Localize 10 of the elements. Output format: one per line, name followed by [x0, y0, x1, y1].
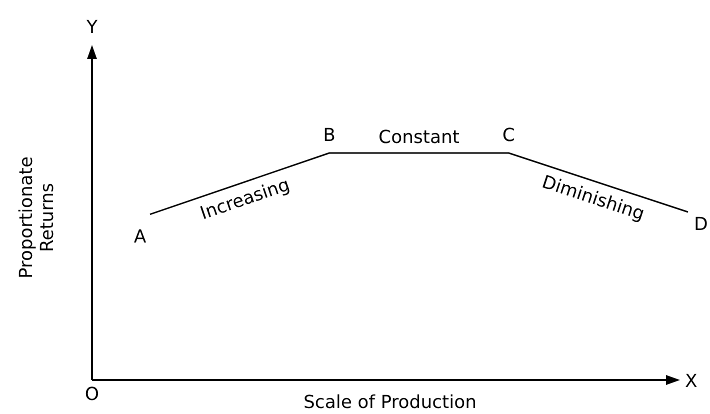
text: O	[84, 384, 100, 405]
text: Y	[86, 17, 98, 38]
text: X	[685, 371, 698, 392]
x-tick-label: A	[134, 226, 147, 248]
text: Constant	[378, 127, 460, 148]
x-tick-label: C	[502, 125, 515, 146]
y-axis-title: Proportionate Returns	[16, 156, 58, 279]
x-axis-title: Scale of Production	[304, 392, 476, 413]
x-tick-label: D	[694, 214, 708, 236]
x-tick-label: B	[323, 125, 336, 146]
